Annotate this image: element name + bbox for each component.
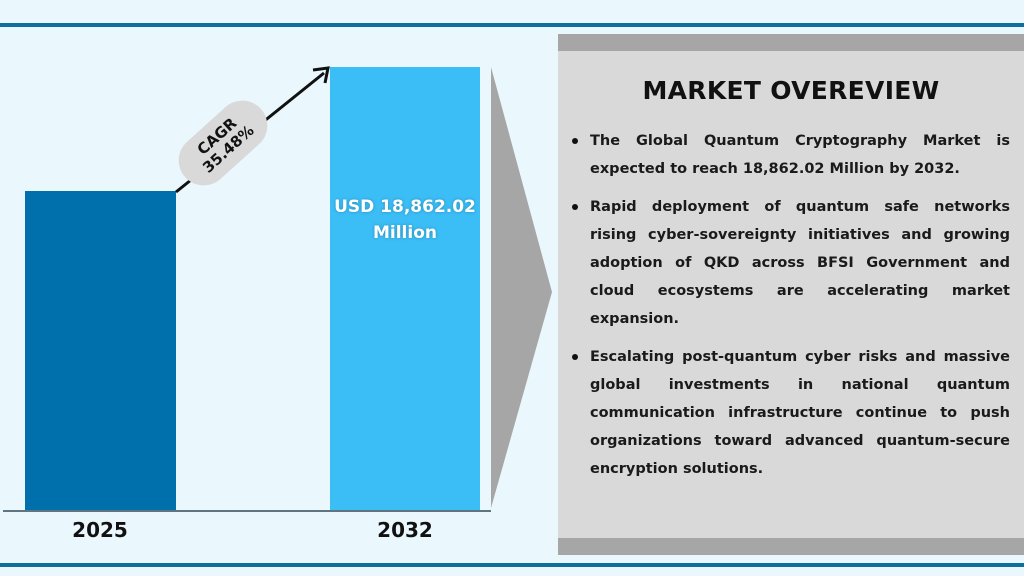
- bar-2025: [25, 191, 176, 510]
- bullet-item: Escalating post-quantum cyber risks and …: [570, 343, 1010, 483]
- panel-title: MARKET OVEREVIEW: [642, 76, 940, 105]
- top-divider: [0, 23, 1024, 27]
- value-line-2: Million: [372, 223, 437, 243]
- bar-2032: USD 18,862.02 Million: [330, 67, 480, 510]
- x-tick-2032: 2032: [377, 518, 433, 542]
- x-axis-baseline: [3, 510, 491, 512]
- bar-2032-value-label: USD 18,862.02 Million: [330, 194, 480, 246]
- panel-bottom-band: [558, 538, 1024, 555]
- arrow-head-icon: [312, 66, 330, 84]
- market-overview-panel: MARKET OVEREVIEW The Global Quantum Cryp…: [558, 34, 1024, 555]
- chevron-right-icon: [491, 67, 552, 508]
- bottom-divider: [0, 563, 1024, 567]
- bullet-item: The Global Quantum Cryptography Market i…: [570, 127, 1010, 183]
- bullet-item: Rapid deployment of quantum safe network…: [570, 193, 1010, 333]
- overview-bullet-list: The Global Quantum Cryptography Market i…: [570, 127, 1010, 493]
- x-tick-2025: 2025: [72, 518, 128, 542]
- value-line-1: USD 18,862.02: [334, 197, 476, 217]
- panel-top-band: [558, 34, 1024, 51]
